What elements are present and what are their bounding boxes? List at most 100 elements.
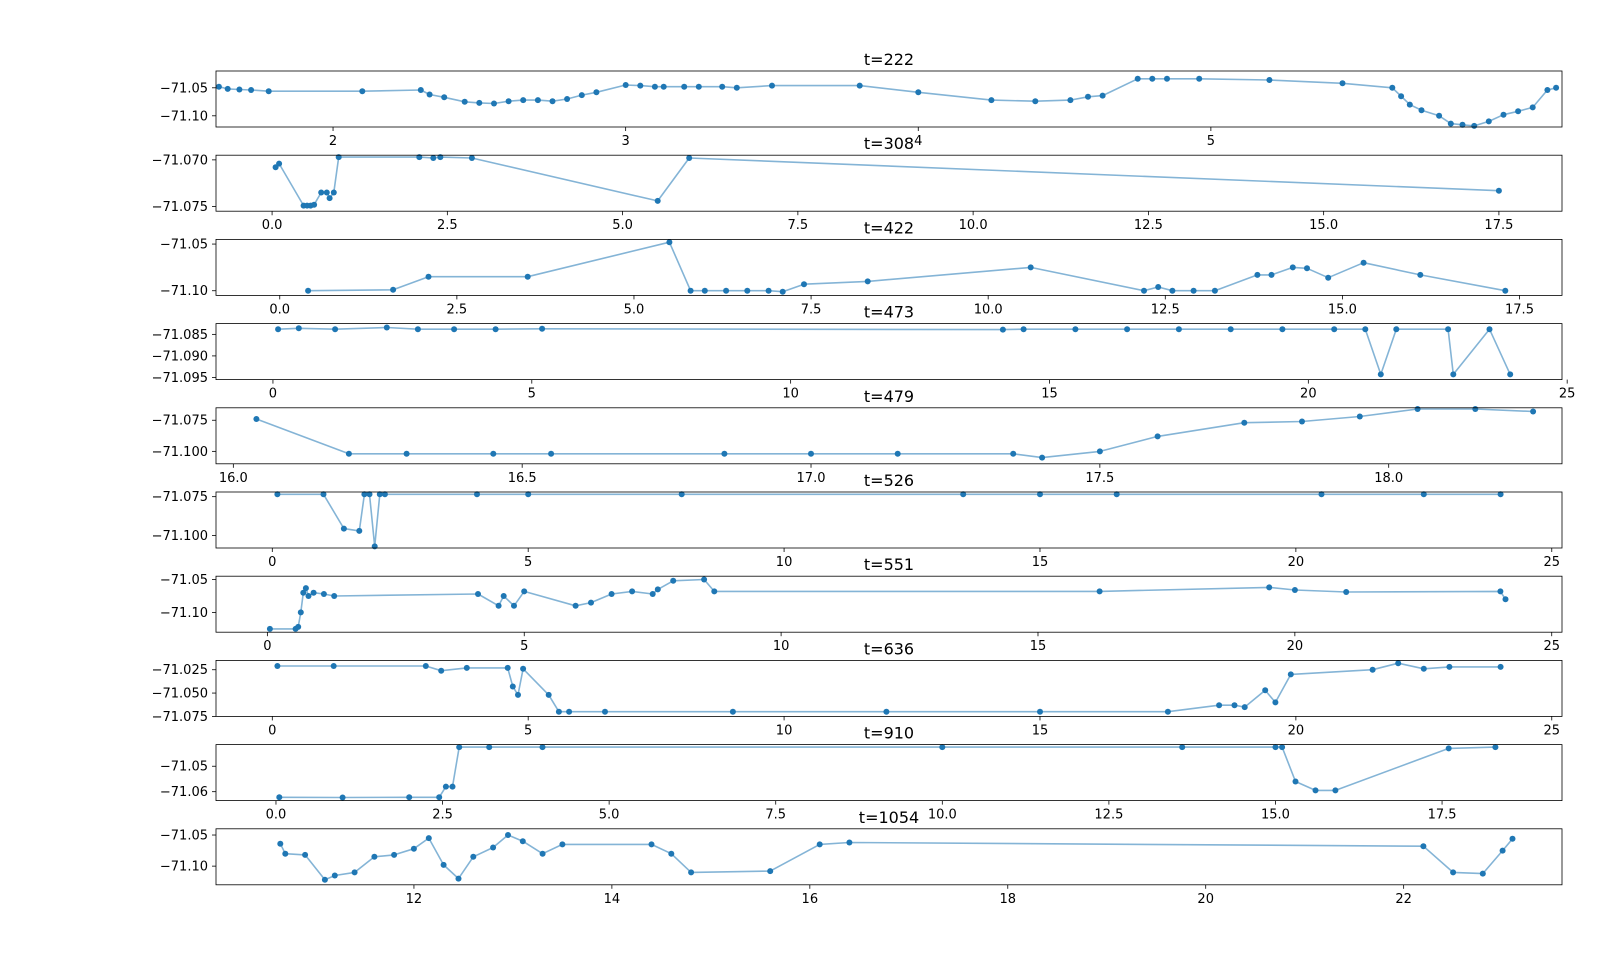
x-tick-label: 20 — [1197, 892, 1214, 907]
data-point — [1393, 326, 1400, 333]
data-point — [1418, 107, 1425, 114]
data-point — [1037, 708, 1043, 715]
data-point — [1010, 450, 1017, 457]
data-point — [524, 273, 531, 280]
data-point — [1149, 75, 1156, 82]
axes-frame — [215, 154, 1563, 212]
data-point — [430, 155, 437, 161]
data-point — [1154, 433, 1161, 440]
x-tick-label: 10 — [782, 387, 799, 402]
data-point — [1502, 287, 1509, 294]
data-point — [474, 491, 480, 498]
data-point — [277, 840, 284, 847]
data-point — [1502, 596, 1509, 603]
data-point — [438, 667, 445, 674]
data-point — [1304, 265, 1310, 272]
data-point — [331, 593, 338, 599]
data-point — [410, 845, 417, 852]
series-line — [279, 746, 1496, 799]
data-point — [1262, 687, 1269, 694]
x-tick-label: 17.5 — [1085, 471, 1114, 486]
x-tick-label: 10 — [776, 555, 793, 570]
data-point — [371, 853, 378, 860]
subplot-10: t=1054 12 14 16 18 20 22 −71.05 −71.10 — [160, 808, 1563, 907]
data-point — [1331, 326, 1338, 333]
x-tick-label: 17.5 — [1428, 808, 1457, 823]
data-point — [351, 869, 358, 876]
data-point — [1544, 87, 1551, 93]
data-point — [1287, 671, 1294, 678]
y-tick-label: −71.05 — [160, 829, 208, 844]
data-point — [417, 87, 424, 93]
data-point — [1495, 187, 1502, 194]
series-line — [269, 578, 1507, 630]
data-point — [224, 85, 231, 92]
x-tick-label: 4 — [914, 134, 922, 149]
data-point — [422, 663, 429, 669]
data-point — [297, 609, 304, 616]
y-tick-label: −71.06 — [160, 785, 208, 800]
data-point — [455, 875, 462, 882]
axes-frame — [215, 575, 1563, 633]
x-tick-label: 5 — [520, 639, 528, 654]
x-tick-label: 12 — [406, 892, 423, 907]
x-tick-label: 0.0 — [266, 808, 287, 823]
data-point — [660, 83, 667, 90]
data-point — [436, 794, 443, 801]
subplot-title: t=222 — [864, 50, 914, 69]
subplot-4: t=473 0 5 10 15 20 25 −71.085 −71.090 −71.095 — [152, 303, 1576, 402]
x-tick-label: 5 — [524, 723, 532, 738]
data-point — [894, 450, 901, 457]
data-point — [359, 88, 366, 95]
data-point — [330, 189, 337, 196]
data-point — [915, 89, 922, 96]
data-point — [276, 160, 283, 167]
subplot-3: t=422 0.0 2.5 5.0 7.5 10.0 12.5 15.0 17.5 −71.05 −… — [160, 218, 1563, 317]
data-point — [406, 794, 413, 801]
data-point — [320, 591, 327, 597]
x-tick-label: 2.5 — [447, 302, 468, 317]
x-tick-label: 3 — [622, 134, 630, 149]
data-point — [475, 591, 481, 597]
data-point — [1268, 271, 1275, 278]
data-point — [490, 450, 497, 457]
data-point — [1530, 408, 1537, 415]
data-point — [545, 691, 552, 698]
data-point — [1227, 326, 1234, 333]
x-tick-label: 22 — [1395, 892, 1412, 907]
data-point — [356, 527, 363, 534]
series-line — [277, 662, 1501, 713]
data-point — [1369, 666, 1376, 673]
data-point — [1553, 84, 1560, 91]
data-point — [463, 664, 470, 671]
data-point — [666, 239, 673, 246]
subplot-5: t=479 16.0 16.5 17.0 17.5 18.0 −71.075 −71.100 — [152, 387, 1563, 486]
axes-frame — [215, 407, 1563, 465]
data-point — [1241, 419, 1248, 426]
data-point — [723, 287, 730, 294]
data-point — [1447, 120, 1454, 127]
data-point — [216, 83, 222, 90]
data-point — [311, 201, 318, 208]
data-point — [426, 91, 433, 98]
data-point — [939, 744, 946, 751]
data-point — [651, 83, 658, 90]
subplot-title: t=910 — [864, 724, 914, 743]
data-point — [1486, 326, 1493, 333]
data-point — [310, 589, 317, 596]
series-line — [277, 493, 1501, 548]
data-point — [345, 450, 352, 457]
y-tick-label: −71.075 — [152, 490, 208, 505]
x-tick-label: 16.5 — [508, 471, 537, 486]
data-point — [1134, 75, 1141, 82]
data-point — [340, 525, 347, 532]
axes-frame — [215, 238, 1563, 296]
data-point — [559, 841, 566, 848]
x-tick-label: 16.0 — [219, 471, 248, 486]
axes-frame — [215, 744, 1563, 801]
data-point — [548, 450, 555, 457]
x-tick-label: 10.0 — [928, 808, 957, 823]
series-line — [278, 326, 1511, 376]
data-point — [1420, 491, 1427, 498]
y-tick-label: −71.075 — [152, 200, 208, 215]
